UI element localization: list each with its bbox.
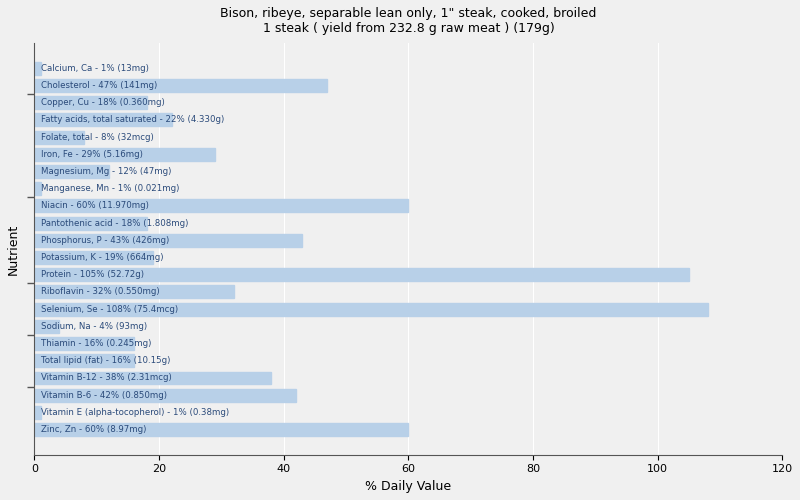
Bar (34, 337, 134, 350)
Text: Copper, Cu - 18% (0.360mg): Copper, Cu - 18% (0.360mg) (41, 98, 164, 107)
Bar (34, 96, 146, 109)
Bar (34, 216, 146, 230)
Text: Vitamin B-6 - 42% (0.850mg): Vitamin B-6 - 42% (0.850mg) (41, 390, 166, 400)
Text: Niacin - 60% (11.970mg): Niacin - 60% (11.970mg) (41, 202, 149, 210)
Text: Magnesium, Mg - 12% (47mg): Magnesium, Mg - 12% (47mg) (41, 167, 171, 176)
Text: Calcium, Ca - 1% (13mg): Calcium, Ca - 1% (13mg) (41, 64, 149, 72)
Bar (34, 406, 41, 419)
Text: Iron, Fe - 29% (5.16mg): Iron, Fe - 29% (5.16mg) (41, 150, 142, 159)
Text: Pantothenic acid - 18% (1.808mg): Pantothenic acid - 18% (1.808mg) (41, 218, 188, 228)
Bar (34, 130, 84, 143)
Bar (34, 268, 689, 281)
Text: Phosphorus, P - 43% (426mg): Phosphorus, P - 43% (426mg) (41, 236, 169, 245)
Text: Cholesterol - 47% (141mg): Cholesterol - 47% (141mg) (41, 81, 157, 90)
X-axis label: % Daily Value: % Daily Value (366, 480, 451, 493)
Text: Riboflavin - 32% (0.550mg): Riboflavin - 32% (0.550mg) (41, 288, 159, 296)
Bar (34, 234, 302, 247)
Bar (34, 388, 296, 402)
Text: Fatty acids, total saturated - 22% (4.330g): Fatty acids, total saturated - 22% (4.33… (41, 116, 224, 124)
Bar (34, 148, 215, 160)
Bar (34, 62, 41, 74)
Text: Vitamin E (alpha-tocopherol) - 1% (0.38mg): Vitamin E (alpha-tocopherol) - 1% (0.38m… (41, 408, 229, 417)
Bar (34, 286, 234, 298)
Title: Bison, ribeye, separable lean only, 1" steak, cooked, broiled
1 steak ( yield fr: Bison, ribeye, separable lean only, 1" s… (220, 7, 597, 35)
Text: Protein - 105% (52.72g): Protein - 105% (52.72g) (41, 270, 144, 279)
Bar (34, 372, 271, 384)
Bar (34, 423, 409, 436)
Y-axis label: Nutrient: Nutrient (7, 224, 20, 274)
Bar (34, 302, 708, 316)
Text: Selenium, Se - 108% (75.4mcg): Selenium, Se - 108% (75.4mcg) (41, 304, 178, 314)
Bar (34, 79, 327, 92)
Bar (34, 354, 134, 367)
Text: Vitamin B-12 - 38% (2.31mcg): Vitamin B-12 - 38% (2.31mcg) (41, 374, 171, 382)
Bar (34, 182, 41, 195)
Text: Total lipid (fat) - 16% (10.15g): Total lipid (fat) - 16% (10.15g) (41, 356, 170, 366)
Text: Folate, total - 8% (32mcg): Folate, total - 8% (32mcg) (41, 132, 154, 141)
Text: Sodium, Na - 4% (93mg): Sodium, Na - 4% (93mg) (41, 322, 146, 331)
Bar (34, 165, 109, 178)
Text: Potassium, K - 19% (664mg): Potassium, K - 19% (664mg) (41, 253, 163, 262)
Text: Zinc, Zn - 60% (8.97mg): Zinc, Zn - 60% (8.97mg) (41, 425, 146, 434)
Text: Manganese, Mn - 1% (0.021mg): Manganese, Mn - 1% (0.021mg) (41, 184, 179, 193)
Bar (34, 200, 409, 212)
Bar (34, 320, 59, 333)
Bar (34, 114, 171, 126)
Text: Thiamin - 16% (0.245mg): Thiamin - 16% (0.245mg) (41, 339, 151, 348)
Bar (34, 251, 153, 264)
